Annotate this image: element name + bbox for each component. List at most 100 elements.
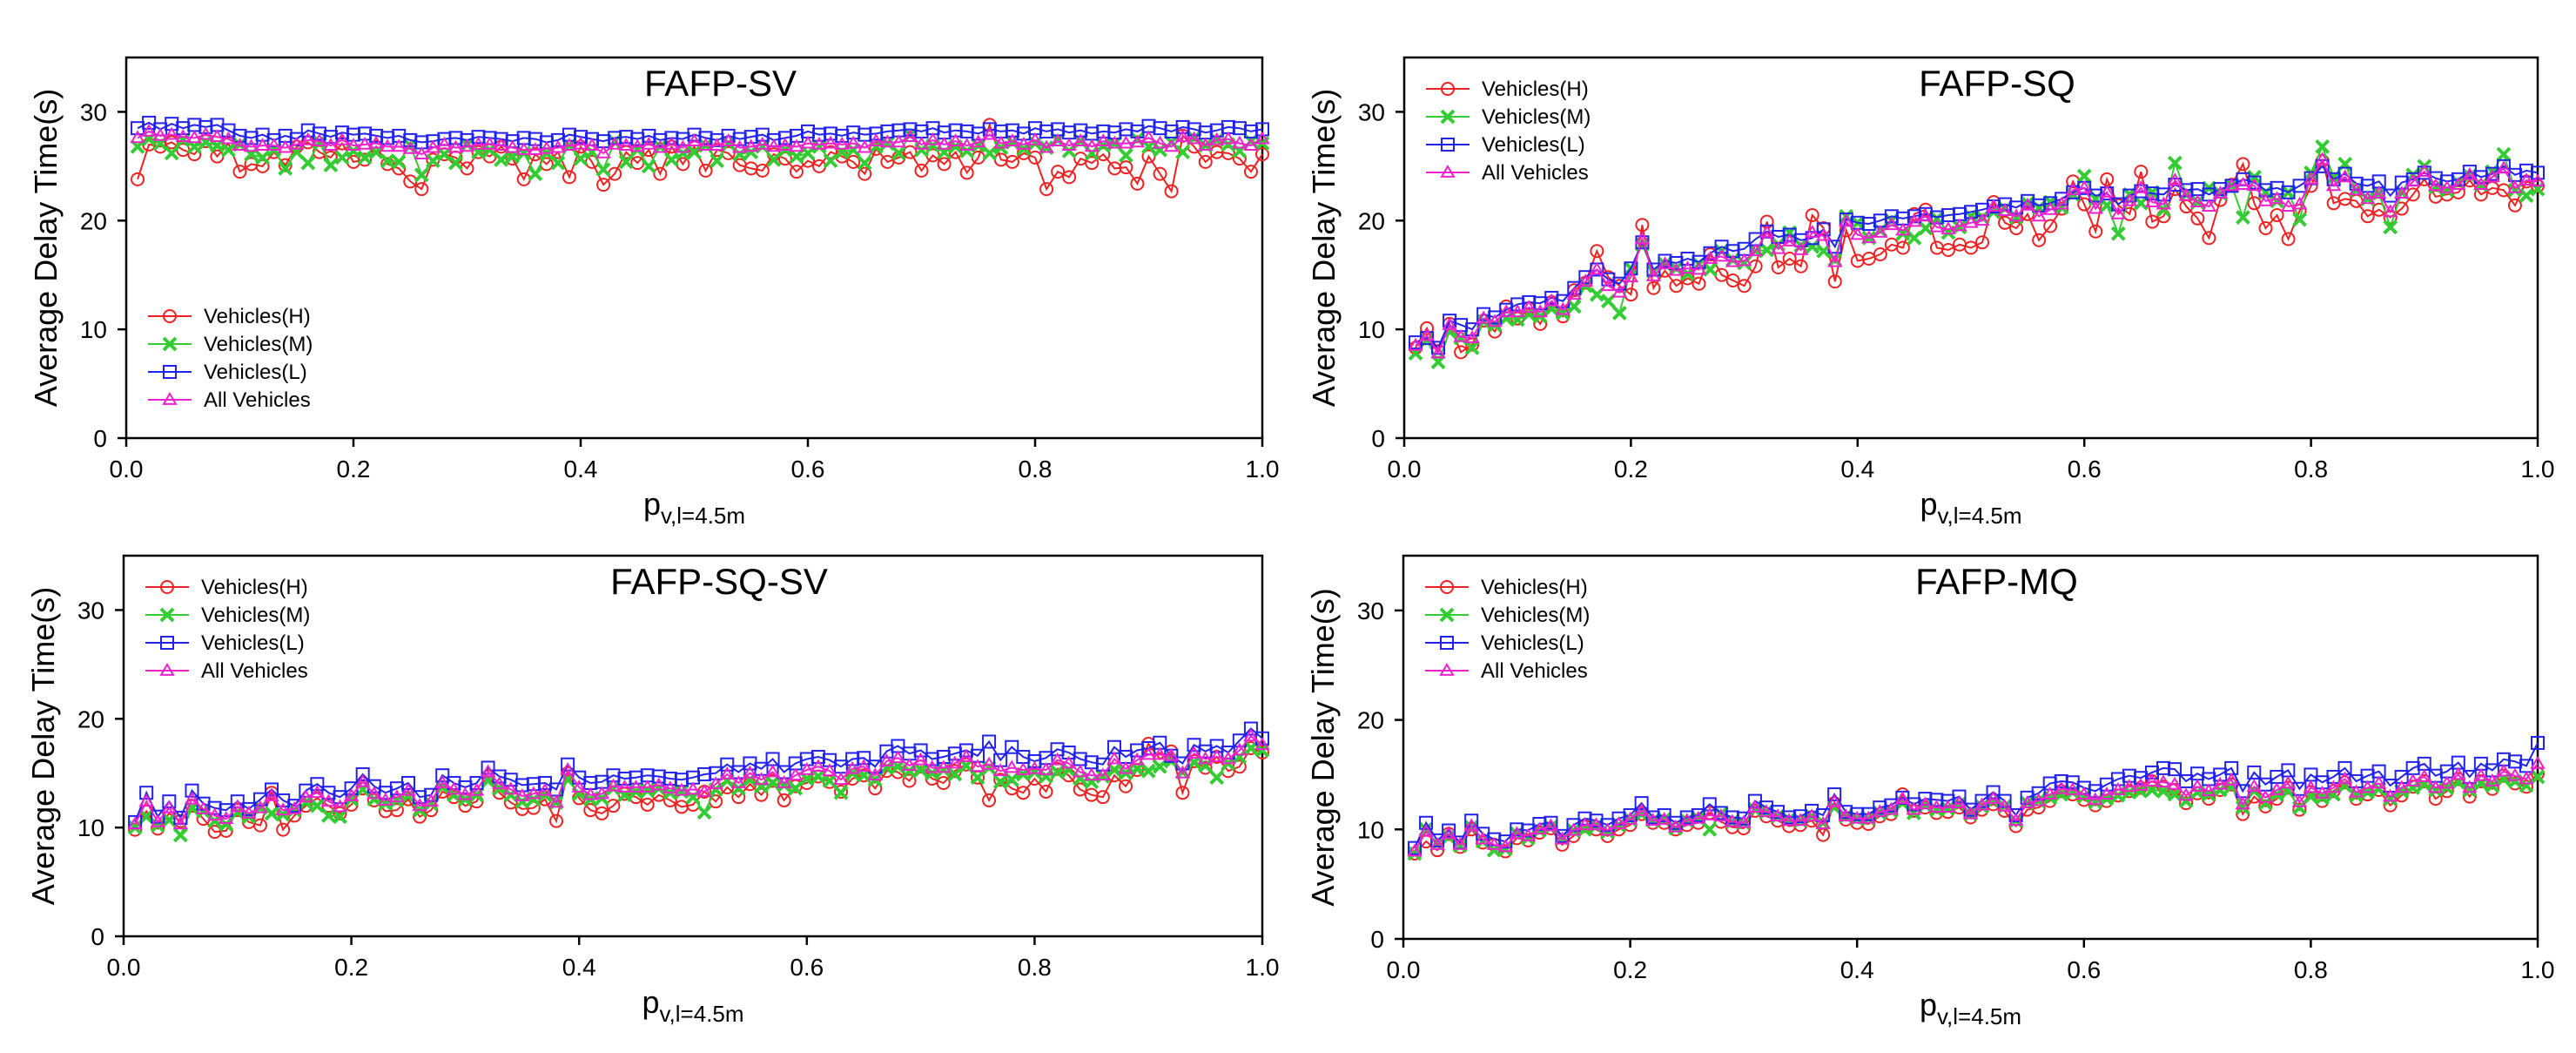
legend-marker [163,365,177,379]
data-point [2065,182,2081,196]
y-tick-label: 10 [80,316,107,343]
data-point [1232,143,1248,159]
data-point [1975,235,1990,250]
data-point [1565,822,1582,836]
data-point [1974,213,1990,226]
data-point [367,786,382,800]
data-point [1940,221,1956,235]
data-point [130,130,145,144]
data-point [2462,782,2478,798]
data-point [414,167,429,183]
legend-marker [1441,82,1455,96]
data-point [1669,279,1684,294]
data-point [232,165,247,179]
data-point [401,775,415,790]
legend-label: Vehicles(H) [204,305,311,328]
data-point [822,773,837,788]
data-point [1747,800,1763,813]
data-point [674,782,689,796]
data-point [1174,765,1191,779]
data-point [789,165,804,179]
legend-marker [160,636,174,650]
data-point [1884,217,1900,231]
data-point [992,763,1008,777]
data-point [357,150,373,165]
legend-label: Vehicles(H) [1482,78,1589,101]
data-point [2530,769,2546,785]
data-point [833,772,849,786]
data-point [2134,165,2149,179]
data-point [721,136,736,152]
data-point [300,132,316,145]
data-point [2405,187,2420,202]
data-point [1140,130,1157,144]
data-point [2122,192,2138,206]
data-point [959,165,974,180]
x-axis-label-main: p [1920,987,1937,1023]
data-point [641,136,657,150]
data-point [562,170,576,185]
x-tick-label: 0.8 [2294,456,2328,483]
data-point [845,135,861,149]
data-point [891,134,907,148]
legend-marker [1439,663,1455,676]
data-point [675,139,691,153]
data-point [2314,785,2331,799]
legend-label: Vehicles(M) [204,333,313,356]
data-point [606,799,621,813]
data-point [686,133,703,147]
data-point [1498,304,1514,318]
x-tick-label: 0.6 [2068,456,2102,483]
data-point [2439,179,2455,193]
data-point [1940,242,1955,257]
data-point [595,145,611,159]
data-point [595,162,611,178]
data-point [1644,813,1661,827]
x-tick-label: 0.4 [1840,456,1874,483]
data-point [1005,739,1019,754]
data-point [743,138,759,152]
data-point [1588,817,1604,831]
y-axis-label: Average Delay Time(s) [28,89,64,407]
data-point [2031,786,2046,800]
data-point [2258,799,2273,813]
data-point [1895,240,1910,255]
data-point [446,781,462,795]
data-point [502,781,519,795]
data-point [1940,800,1955,816]
data-point [368,135,384,149]
x-tick-label: 0.6 [790,954,824,981]
data-point [1140,746,1156,760]
data-point [1633,802,1650,816]
data-point [164,145,179,161]
data-point [2371,186,2387,199]
data-point [571,779,587,793]
y-tick-label: 10 [1357,816,1384,843]
data-point [1827,787,1842,802]
data-point [494,152,509,167]
data-point [2337,166,2352,181]
data-point [243,138,259,152]
data-point [1611,305,1627,321]
data-point [993,135,1009,149]
data-point [298,789,314,803]
data-point [1186,131,1202,145]
data-point [206,807,223,821]
data-point [1085,156,1100,171]
legend-label: All Vehicles [201,659,308,683]
data-point [1952,218,1967,232]
data-point [857,155,872,171]
data-point [1497,839,1514,853]
data-point [2190,211,2205,226]
data-point [2179,796,2194,811]
y-tick-label: 20 [1358,207,1385,234]
legend-marker [1440,580,1454,594]
data-point [1005,134,1020,150]
data-point [355,766,370,781]
data-point [2519,172,2534,186]
data-point [184,791,200,805]
data-point [1692,276,1706,291]
x-axis-label-sub: v,l=4.5m [1937,503,2021,529]
x-tick-label: 0.0 [107,954,141,981]
y-tick-label: 0 [91,923,104,950]
